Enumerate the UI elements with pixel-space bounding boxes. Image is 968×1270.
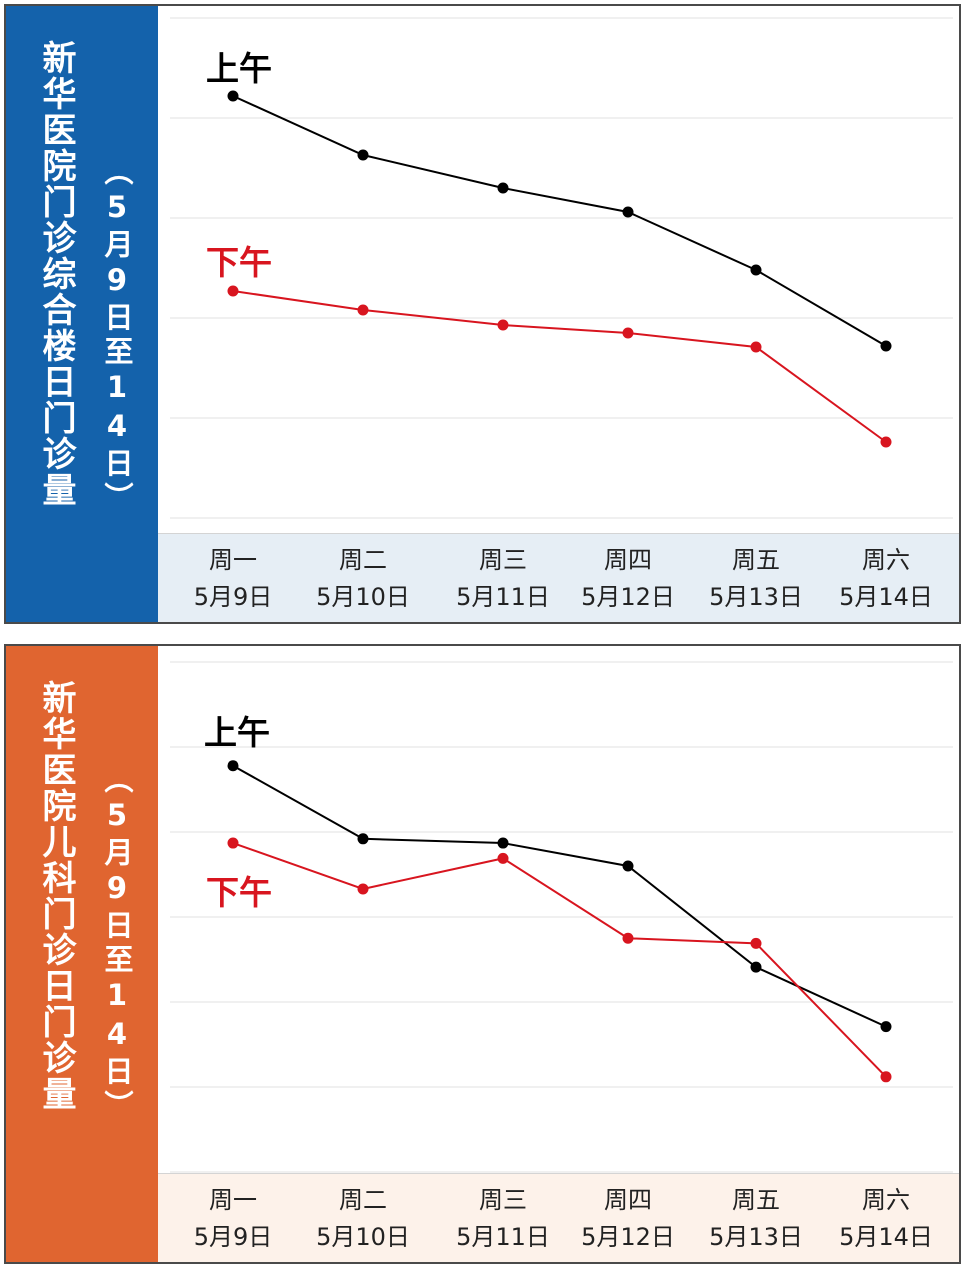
data-point	[750, 937, 762, 949]
panel-date-range: （5月9日至14日）	[100, 156, 134, 516]
x-tick-label: 周二 5月10日	[303, 1182, 423, 1256]
x-tick-label: 周四 5月12日	[568, 1182, 688, 1256]
tick-weekday: 周五	[732, 1186, 780, 1214]
tick-date: 5月13日	[709, 583, 803, 611]
tick-weekday: 周五	[732, 546, 780, 574]
data-point	[227, 285, 239, 297]
data-point	[880, 340, 892, 352]
x-tick-label: 周三 5月11日	[443, 1182, 563, 1256]
panel-sidebar: 新华医院门诊综合楼日门诊量 （5月9日至14日）	[6, 6, 158, 622]
chart-panel-pediatrics: 新华医院儿科门诊日门诊量 （5月9日至14日） 周一 5月9日 周二 5月10日 周三 5…	[4, 644, 961, 1264]
panel-title: 新华医院儿科门诊日门诊量	[36, 680, 76, 1112]
series-label-morning: 上午	[204, 713, 270, 752]
tick-weekday: 周三	[479, 546, 527, 574]
line-chart	[170, 661, 953, 1173]
line-chart	[170, 17, 953, 519]
tick-weekday: 周一	[209, 546, 257, 574]
series-label-afternoon: 下午	[206, 873, 272, 912]
data-point	[622, 206, 634, 218]
series-line-morning	[232, 95, 887, 347]
data-point	[622, 860, 634, 872]
tick-date: 5月10日	[316, 583, 410, 611]
data-point	[357, 833, 369, 845]
tick-date: 5月13日	[709, 1223, 803, 1251]
data-point	[497, 852, 509, 864]
data-point	[227, 760, 239, 772]
data-point	[750, 961, 762, 973]
x-tick-label: 周三 5月11日	[443, 542, 563, 616]
series-line-afternoon	[232, 842, 887, 1078]
data-point	[227, 837, 239, 849]
data-point	[750, 341, 762, 353]
panel-date-range: （5月9日至14日）	[100, 764, 134, 1124]
data-point	[497, 182, 509, 194]
data-point	[497, 319, 509, 331]
series-label-morning: 上午	[206, 49, 272, 88]
tick-weekday: 周六	[862, 1186, 910, 1214]
tick-weekday: 周四	[604, 1186, 652, 1214]
data-point	[750, 264, 762, 276]
series-line-afternoon	[232, 290, 887, 443]
tick-weekday: 周四	[604, 546, 652, 574]
data-point	[357, 883, 369, 895]
data-point	[227, 90, 239, 102]
x-tick-label: 周一 5月9日	[173, 542, 293, 616]
tick-date: 5月11日	[456, 1223, 550, 1251]
x-axis: 周一 5月9日 周二 5月10日 周三 5月11日 周四 5月12日 周五 5月13日 周六 5月14…	[158, 533, 959, 622]
x-tick-label: 周五 5月13日	[696, 542, 816, 616]
tick-date: 5月9日	[193, 583, 273, 611]
tick-date: 5月12日	[581, 1223, 675, 1251]
tick-date: 5月12日	[581, 583, 675, 611]
x-axis: 周一 5月9日 周二 5月10日 周三 5月11日 周四 5月12日 周五 5月13日 周六 5月14…	[158, 1173, 959, 1262]
series-line-morning	[232, 764, 887, 1028]
tick-date: 5月10日	[316, 1223, 410, 1251]
panel-sidebar: 新华医院儿科门诊日门诊量 （5月9日至14日）	[6, 646, 158, 1262]
x-tick-label: 周一 5月9日	[173, 1182, 293, 1256]
tick-date: 5月11日	[456, 583, 550, 611]
series-label-afternoon: 下午	[206, 243, 272, 282]
tick-weekday: 周二	[339, 1186, 387, 1214]
x-tick-label: 周六 5月14日	[826, 542, 946, 616]
data-point	[880, 1071, 892, 1083]
x-tick-label: 周二 5月10日	[303, 542, 423, 616]
tick-date: 5月14日	[839, 1223, 933, 1251]
tick-weekday: 周六	[862, 546, 910, 574]
tick-date: 5月9日	[193, 1223, 273, 1251]
data-point	[622, 327, 634, 339]
data-point	[357, 149, 369, 161]
plot-area	[158, 6, 959, 536]
tick-weekday: 周一	[209, 1186, 257, 1214]
tick-weekday: 周三	[479, 1186, 527, 1214]
data-point	[357, 304, 369, 316]
data-point	[622, 932, 634, 944]
data-point	[880, 1021, 892, 1033]
x-tick-label: 周四 5月12日	[568, 542, 688, 616]
tick-date: 5月14日	[839, 583, 933, 611]
x-tick-label: 周五 5月13日	[696, 1182, 816, 1256]
data-point	[497, 837, 509, 849]
tick-weekday: 周二	[339, 546, 387, 574]
x-tick-label: 周六 5月14日	[826, 1182, 946, 1256]
plot-area	[158, 646, 959, 1176]
panel-title: 新华医院门诊综合楼日门诊量	[36, 40, 76, 508]
data-point	[880, 436, 892, 448]
chart-panel-general: 新华医院门诊综合楼日门诊量 （5月9日至14日） 周一 5月9日 周二 5月10日 周三…	[4, 4, 961, 624]
